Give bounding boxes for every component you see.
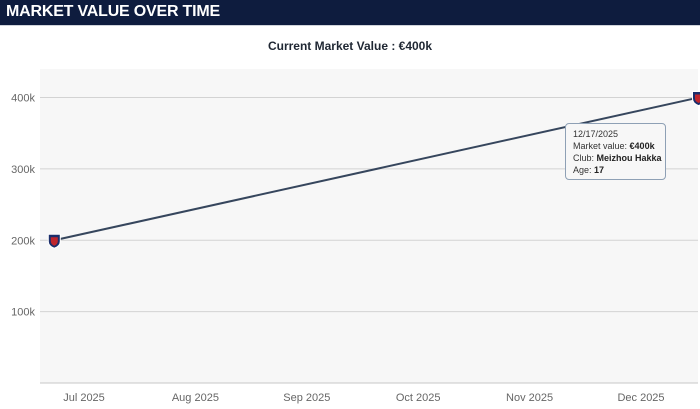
x-tick-label: Sep 2025 (283, 392, 330, 404)
y-tick-label: 100k (11, 307, 35, 319)
y-tick-label: 200k (11, 235, 35, 247)
tooltip-market-value-value: €400k (629, 141, 655, 151)
chart-tooltip: 12/17/2025 Market value: €400k Club: Mei… (565, 123, 666, 180)
x-tick-label: Aug 2025 (172, 392, 219, 404)
x-tick-label: Dec 2025 (617, 392, 664, 404)
tooltip-club: Club: Meizhou Hakka (573, 152, 665, 164)
section-header: MARKET VALUE OVER TIME (0, 0, 700, 26)
tooltip-market-value: Market value: €400k (573, 140, 665, 152)
x-tick-label: Jul 2025 (63, 392, 105, 404)
x-tick-label: Oct 2025 (396, 392, 441, 404)
data-point-marker[interactable] (691, 91, 700, 107)
data-point-marker[interactable] (47, 233, 61, 249)
series-line (54, 96, 699, 242)
x-tick-label: Nov 2025 (506, 392, 553, 404)
tooltip-date: 12/17/2025 (573, 129, 619, 139)
tooltip-age: Age: 17 (573, 164, 665, 176)
tooltip-age-label: Age: (573, 165, 592, 175)
tooltip-club-value: Meizhou Hakka (596, 153, 662, 163)
section-title: MARKET VALUE OVER TIME (6, 3, 220, 20)
chart-subtitle: Current Market Value : €400k (267, 39, 433, 53)
y-tick-label: 400k (11, 93, 35, 105)
plot-area (40, 69, 698, 383)
tooltip-club-label: Club: (573, 153, 595, 163)
tooltip-age-value: 17 (594, 165, 605, 175)
tooltip-market-value-label: Market value: (573, 141, 628, 151)
y-tick-label: 300k (11, 164, 35, 176)
